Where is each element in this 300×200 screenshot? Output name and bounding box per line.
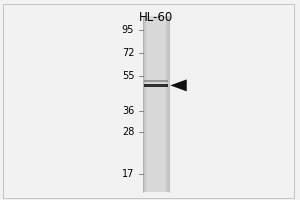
- Text: HL-60: HL-60: [139, 11, 173, 24]
- Bar: [146, 16, 166, 192]
- Text: 17: 17: [122, 169, 134, 179]
- Text: 28: 28: [122, 127, 134, 137]
- Bar: [143, 16, 169, 192]
- Text: 55: 55: [122, 71, 134, 81]
- Text: 95: 95: [122, 25, 134, 35]
- Polygon shape: [170, 79, 187, 91]
- Bar: [145, 84, 168, 87]
- Bar: [145, 80, 168, 82]
- Text: 36: 36: [122, 106, 134, 116]
- Text: 72: 72: [122, 48, 134, 58]
